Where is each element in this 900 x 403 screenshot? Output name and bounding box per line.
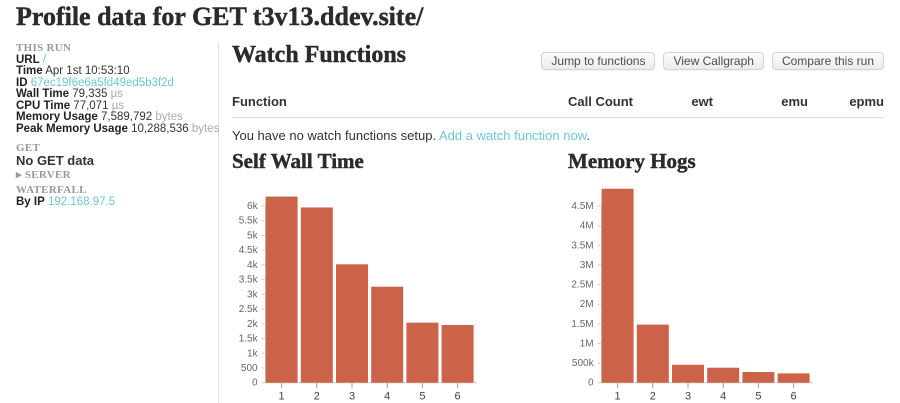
svg-text:1: 1 — [615, 391, 621, 403]
svg-text:0: 0 — [252, 378, 258, 389]
svg-text:2: 2 — [650, 391, 656, 403]
svg-text:0: 0 — [588, 378, 594, 389]
svg-text:3: 3 — [685, 391, 691, 403]
svg-text:1.5M: 1.5M — [571, 319, 593, 330]
svg-text:4.5k: 4.5k — [239, 245, 259, 256]
svg-text:4k: 4k — [247, 260, 259, 271]
svg-text:2: 2 — [314, 391, 320, 403]
svg-text:3k: 3k — [247, 289, 259, 300]
svg-text:4: 4 — [720, 391, 726, 403]
svg-text:2.5M: 2.5M — [571, 280, 593, 291]
svg-text:5: 5 — [419, 391, 425, 403]
svg-text:1: 1 — [279, 391, 285, 403]
svg-text:5k: 5k — [247, 230, 259, 241]
svg-text:4.5M: 4.5M — [571, 201, 593, 212]
svg-text:2M: 2M — [580, 299, 594, 310]
svg-text:5: 5 — [755, 391, 761, 403]
svg-text:5.5k: 5.5k — [239, 216, 259, 227]
svg-text:3: 3 — [349, 391, 355, 403]
svg-text:6: 6 — [455, 391, 461, 403]
svg-text:2k: 2k — [247, 319, 259, 330]
svg-text:1.5k: 1.5k — [239, 334, 259, 345]
svg-text:3.5k: 3.5k — [239, 275, 259, 286]
svg-text:1k: 1k — [247, 348, 259, 359]
svg-text:500: 500 — [241, 363, 258, 374]
svg-text:1M: 1M — [580, 338, 594, 349]
svg-text:2.5k: 2.5k — [239, 304, 259, 315]
svg-text:4M: 4M — [580, 221, 594, 232]
svg-text:500k: 500k — [572, 358, 595, 369]
svg-text:6: 6 — [791, 391, 797, 403]
svg-text:6k: 6k — [247, 201, 259, 212]
svg-text:3M: 3M — [580, 260, 594, 271]
svg-text:4: 4 — [384, 391, 390, 403]
svg-text:3.5M: 3.5M — [571, 240, 593, 251]
